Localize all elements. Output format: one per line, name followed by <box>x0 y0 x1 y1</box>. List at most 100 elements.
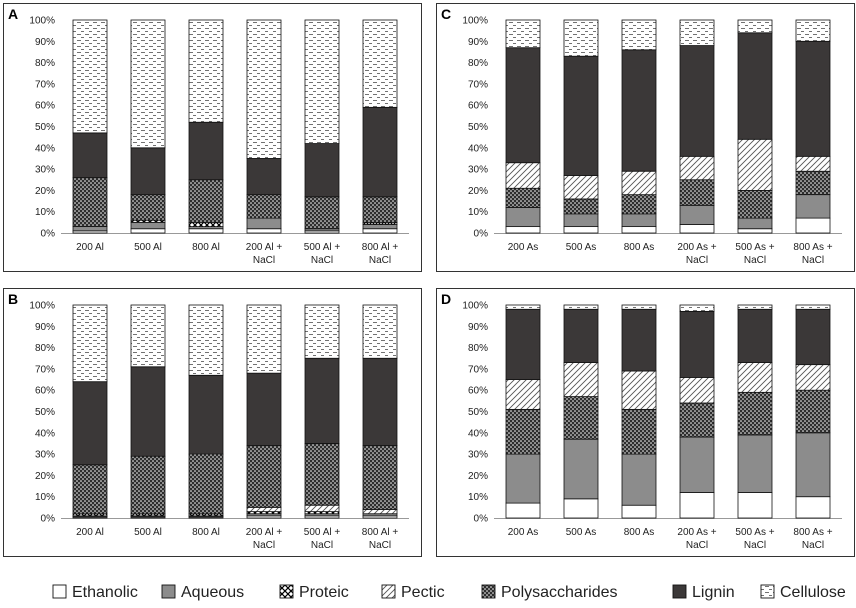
x-tick-label: 200 Al <box>76 527 104 538</box>
y-tick-label: 10% <box>35 492 55 503</box>
y-tick-label: 60% <box>468 101 488 112</box>
x-tick-label: NaCl <box>369 540 391 551</box>
bar-stack-500-al-nacl <box>304 19 340 234</box>
x-tick-label: 500 As <box>566 242 597 253</box>
bar-segment-cellulose <box>304 19 340 144</box>
bar-stack-800-as <box>621 304 657 519</box>
legend-label-aqueous: Aqueous <box>181 584 244 601</box>
bar-segment-polysaccharides <box>563 396 599 440</box>
x-tick-label: 800 As <box>624 242 655 253</box>
bar-segment-pectic <box>679 377 715 404</box>
bar-segment-lignin <box>621 49 657 172</box>
bar-stack-800-as-nacl <box>795 304 831 519</box>
bar-segment-polysaccharides <box>795 170 831 196</box>
bar-segment-ethanolic <box>795 496 831 519</box>
x-tick-label: 800 As + <box>793 527 832 538</box>
bar-stack-200-al <box>72 19 108 234</box>
bar-segment-polysaccharides <box>621 408 657 455</box>
bar-segment-lignin <box>795 40 831 157</box>
bar-segment-lignin <box>737 32 773 140</box>
y-tick-label: 80% <box>468 343 488 354</box>
bar-segment-cellulose <box>621 19 657 51</box>
bar-stack-500-as <box>563 19 599 234</box>
bar-segment-pectic <box>679 155 715 181</box>
bar-segment-cellulose <box>795 304 831 310</box>
bar-segment-lignin <box>679 310 715 378</box>
bar-segment-pectic <box>362 509 398 515</box>
legend-swatch-proteic <box>279 584 294 599</box>
bar-stack-500-as-nacl <box>737 19 773 234</box>
y-tick-label: 10% <box>468 492 488 503</box>
y-tick-label: 50% <box>35 122 55 133</box>
bar-segment-ethanolic <box>130 228 166 234</box>
legend-label-ethanolic: Ethanolic <box>72 584 138 601</box>
legend-swatch-polysaccharides <box>481 584 496 599</box>
legend-swatch-ethanolic <box>52 584 67 599</box>
bar-segment-ethanolic <box>621 504 657 519</box>
legend-swatch-lignin <box>672 584 687 599</box>
bar-segment-lignin <box>304 143 340 198</box>
bar-segment-aqueous <box>737 434 773 493</box>
bar-segment-pectic <box>563 175 599 200</box>
bar-segment-pectic <box>795 155 831 172</box>
y-tick-label: 90% <box>468 322 488 333</box>
bar-segment-aqueous <box>795 432 831 498</box>
bar-stack-200-as <box>505 304 541 519</box>
bar-segment-polysaccharides <box>130 455 166 515</box>
bar-segment-cellulose <box>563 19 599 57</box>
bar-segment-ethanolic <box>679 224 715 234</box>
x-tick-label: 200 Al + <box>246 527 283 538</box>
y-tick-label: 90% <box>35 37 55 48</box>
y-tick-label: 100% <box>29 16 55 27</box>
panel-b: B 0% 10% 20% 30% 40% 50% 60% 70% 80% 90% 100% 200 Al… <box>3 288 422 557</box>
y-tick-label: 30% <box>468 165 488 176</box>
bar-segment-cellulose <box>246 19 282 159</box>
x-tick-label: 500 Al <box>134 527 162 538</box>
bar-segment-ethanolic <box>679 492 715 519</box>
bar-segment-ethanolic <box>505 502 541 519</box>
x-tick-label: 500 Al <box>134 242 162 253</box>
panel-label: B <box>8 291 18 307</box>
bar-segment-polysaccharides <box>505 408 541 455</box>
bar-stack-200-as <box>505 19 541 234</box>
bar-segment-pectic <box>621 370 657 410</box>
y-tick-label: 20% <box>468 471 488 482</box>
y-tick-label: 30% <box>35 450 55 461</box>
bar-stack-800-as-nacl <box>795 19 831 234</box>
x-tick-label: 200 Al + <box>246 242 283 253</box>
y-tick-label: 60% <box>35 101 55 112</box>
bar-segment-ethanolic <box>737 228 773 234</box>
bar-stack-800-as <box>621 19 657 234</box>
bar-segment-polysaccharides <box>679 179 715 206</box>
bar-segment-polysaccharides <box>188 453 224 515</box>
bar-segment-cellulose <box>188 304 224 376</box>
bar-segment-aqueous <box>795 194 831 219</box>
y-tick-label: 60% <box>468 386 488 397</box>
x-tick-label: 800 Al <box>192 527 220 538</box>
bar-segment-aqueous <box>737 217 773 230</box>
legend-label-polysaccharides: Polysaccharides <box>501 584 618 601</box>
bar-segment-lignin <box>246 372 282 446</box>
bar-segment-lignin <box>563 308 599 363</box>
x-tick-label: 500 Al + <box>304 527 341 538</box>
bar-stack-800-al <box>188 19 224 234</box>
bar-segment-polysaccharides <box>679 402 715 438</box>
y-tick-label: 30% <box>35 165 55 176</box>
bar-segment-cellulose <box>130 19 166 149</box>
bar-segment-cellulose <box>130 304 166 368</box>
bar-segment-polysaccharides <box>72 177 108 228</box>
bar-segment-ethanolic <box>362 228 398 234</box>
y-tick-label: 60% <box>35 386 55 397</box>
bar-segment-lignin <box>505 47 541 164</box>
x-tick-label: 200 As + <box>677 242 716 253</box>
bar-segment-aqueous <box>679 204 715 225</box>
bar-segment-lignin <box>737 308 773 363</box>
x-tick-label: 800 As + <box>793 242 832 253</box>
y-tick-label: 70% <box>468 79 488 90</box>
bar-segment-cellulose <box>737 19 773 34</box>
bar-segment-pectic <box>304 504 340 513</box>
x-tick-label: 200 Al <box>76 242 104 253</box>
y-tick-label: 70% <box>468 364 488 375</box>
legend-label-proteic: Proteic <box>299 584 349 601</box>
bar-segment-ethanolic <box>621 226 657 234</box>
